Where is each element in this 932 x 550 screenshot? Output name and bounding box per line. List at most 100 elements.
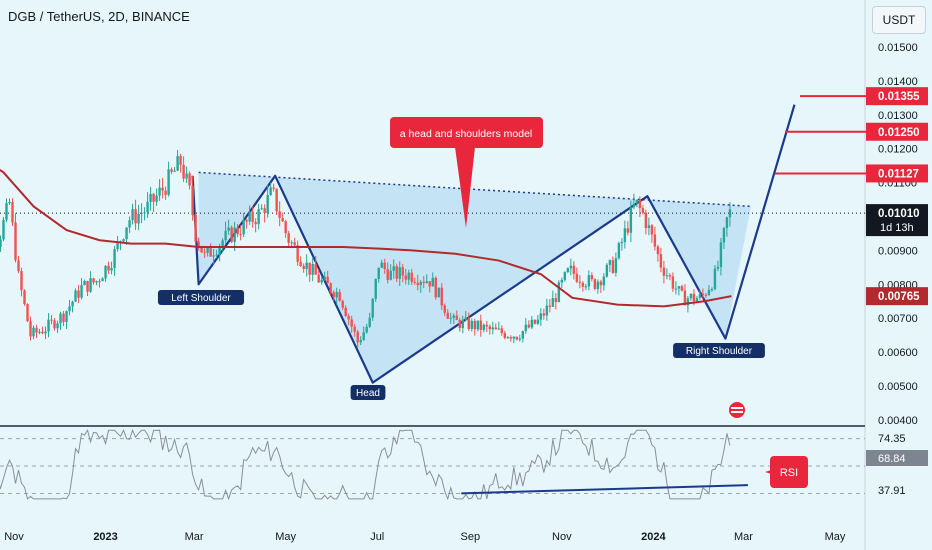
candle-body (143, 212, 146, 214)
candle-body (449, 317, 452, 319)
candle-body (524, 324, 528, 332)
candle-body (104, 265, 107, 279)
price-tick-label: 0.01400 (878, 76, 918, 88)
candle-body (575, 273, 579, 282)
price-tick-label: 0.00600 (878, 347, 918, 359)
candle-body (92, 278, 95, 283)
candle-body (281, 217, 284, 222)
candle-body (497, 328, 500, 330)
candle-body (563, 272, 567, 280)
candle-body (551, 298, 555, 307)
candle-body (578, 281, 582, 283)
candle-body (473, 320, 476, 330)
candle-body (584, 286, 588, 288)
candle-body (203, 252, 206, 254)
candle-body (572, 265, 576, 274)
candle-body (68, 306, 71, 312)
candle-body (167, 169, 170, 195)
candle-body (170, 169, 173, 172)
candle-body (374, 278, 377, 299)
time-tick-label: Jul (370, 531, 384, 543)
candle-body (698, 293, 702, 299)
candle-body (494, 327, 497, 330)
candle-body (257, 209, 260, 225)
candle-body (446, 312, 449, 319)
rsi-callout: RSI (765, 456, 808, 488)
candle-body (275, 188, 278, 212)
candle-body (389, 270, 392, 280)
candle-body (380, 262, 383, 268)
candle-body (692, 293, 696, 302)
candle-body (464, 317, 467, 320)
candle-body (116, 241, 119, 250)
candle-body (665, 275, 669, 277)
candle-body (284, 221, 287, 234)
candle-body (632, 203, 636, 208)
candle-body (164, 190, 167, 195)
candle-body (38, 331, 41, 333)
currency-button[interactable]: USDT (872, 6, 926, 34)
candle-body (650, 225, 654, 235)
candle-body (113, 249, 116, 269)
price-label-bg (866, 164, 928, 183)
neckline (198, 171, 751, 208)
left-shoulder-label-bg (157, 290, 245, 305)
candle-body (188, 173, 191, 186)
candle-body (338, 291, 341, 301)
flag-icon-stripe (731, 407, 743, 409)
candle-body (503, 333, 506, 338)
time-tick-label: May (275, 531, 296, 543)
candle-body (398, 267, 401, 279)
candle-body (272, 187, 275, 189)
candle-body (467, 317, 470, 329)
candle-body (356, 331, 359, 343)
candle-body (278, 211, 281, 218)
candle-body (605, 264, 609, 277)
price-label-bg (866, 122, 928, 141)
candle-body (209, 247, 212, 257)
candle-body (134, 209, 137, 224)
candle-body (674, 288, 678, 290)
candle-body (305, 262, 308, 269)
candle-body (386, 269, 389, 280)
candle-body (569, 265, 573, 269)
annotations: Left Shoulder Head Right Shoulder a head an… (157, 95, 866, 418)
candle-body (437, 287, 440, 298)
candle-body (353, 326, 356, 332)
candle-body (80, 285, 83, 298)
candle-body (683, 290, 687, 306)
candle-body (293, 242, 296, 246)
candle-body (362, 332, 365, 341)
candle-body (89, 278, 92, 292)
symbol-header: DGB / TetherUS, 2D, BINANCE (8, 9, 190, 24)
candle-body (215, 254, 218, 256)
candle-body (476, 320, 479, 330)
candle-body (302, 266, 305, 269)
candle-body (482, 324, 485, 331)
candle-body (491, 327, 494, 330)
candle-body (713, 268, 717, 290)
candle-body (233, 227, 236, 242)
price-label-text: 0.01127 (878, 168, 919, 180)
candle-body (14, 222, 17, 261)
candle-body (173, 170, 176, 172)
candle-body (608, 260, 612, 265)
price-label-text: 0.01250 (878, 127, 920, 139)
candle-body (224, 230, 227, 241)
candle-body (371, 298, 374, 318)
candle-body (725, 217, 729, 229)
right-shoulder-label-text: Right Shoulder (686, 346, 753, 357)
rsi-pane: RSI 74.35 68.84 37.91 (0, 428, 928, 501)
time-tick-label: Mar (734, 531, 753, 543)
callout-text: a head and shoulders model (400, 128, 533, 140)
candle-body (152, 193, 155, 202)
candle-body (218, 245, 221, 255)
candle-body (290, 242, 293, 244)
candle-body (323, 276, 326, 280)
head-label-bg (350, 385, 386, 400)
candle-body (308, 262, 311, 275)
candle-body (602, 276, 606, 286)
candle-body (677, 286, 681, 289)
candle-body (623, 228, 627, 242)
